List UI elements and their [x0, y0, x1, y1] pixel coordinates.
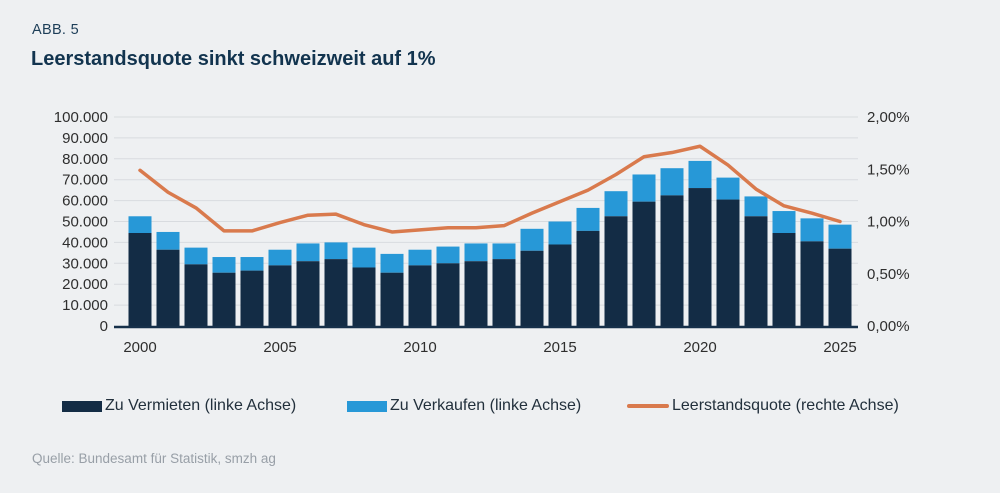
x-axis-label: 2020 — [683, 339, 716, 356]
bar-zu-verkaufen-2023 — [772, 211, 796, 233]
figure-label: ABB. 5 — [32, 22, 79, 38]
bar-zu-vermieten-2003 — [212, 272, 236, 326]
bar-zu-verkaufen-2004 — [240, 257, 264, 271]
x-axis-label: 2000 — [123, 339, 156, 356]
bar-zu-verkaufen-2005 — [268, 249, 292, 266]
bar-zu-verkaufen-2025 — [828, 224, 852, 249]
bar-zu-vermieten-2010 — [408, 265, 432, 326]
y-axis-left-label: 10.000 — [62, 297, 108, 314]
legend-item-leerstandsquote: Leerstandsquote (rechte Achse) — [627, 394, 899, 418]
y-axis-left-label: 90.000 — [62, 130, 108, 147]
y-axis-left-label: 30.000 — [62, 255, 108, 272]
bar-zu-vermieten-2012 — [464, 261, 488, 326]
bar-zu-verkaufen-2014 — [520, 228, 544, 251]
bar-zu-verkaufen-2021 — [716, 177, 740, 200]
y-axis-right-label: 0,00% — [867, 318, 910, 335]
bar-zu-verkaufen-2008 — [352, 247, 376, 268]
y-axis-right-label: 2,00% — [867, 109, 910, 126]
legend-swatch-dark-bar — [62, 400, 102, 412]
bar-zu-vermieten-2013 — [492, 259, 516, 326]
bar-zu-vermieten-2001 — [156, 249, 180, 326]
bar-zu-vermieten-2022 — [744, 216, 768, 326]
y-axis-left-label: 70.000 — [62, 172, 108, 189]
bar-zu-verkaufen-2007 — [324, 242, 348, 260]
bar-zu-verkaufen-2011 — [436, 246, 460, 264]
bar-zu-verkaufen-2000 — [128, 216, 152, 233]
chart-legend: Zu Vermieten (linke Achse) Zu Verkaufen … — [0, 394, 1000, 418]
bar-zu-vermieten-2019 — [660, 195, 684, 326]
bar-zu-verkaufen-2016 — [576, 207, 600, 231]
bar-zu-vermieten-2015 — [548, 244, 572, 326]
bar-zu-verkaufen-2024 — [800, 218, 824, 242]
legend-item-zu-verkaufen: Zu Verkaufen (linke Achse) — [347, 394, 581, 418]
bar-zu-vermieten-2009 — [380, 272, 404, 326]
bar-zu-vermieten-2005 — [268, 265, 292, 326]
legend-label: Leerstandsquote (rechte Achse) — [672, 397, 899, 414]
bar-zu-vermieten-2025 — [828, 248, 852, 326]
y-axis-left-label: 40.000 — [62, 234, 108, 251]
y-axis-right-label: 0,50% — [867, 266, 910, 283]
bar-zu-verkaufen-2002 — [184, 247, 208, 265]
y-axis-left-label: 100.000 — [54, 109, 108, 126]
bar-zu-vermieten-2017 — [604, 216, 628, 326]
legend-label: Zu Verkaufen (linke Achse) — [390, 397, 582, 414]
bar-zu-vermieten-2020 — [688, 188, 712, 326]
bar-zu-verkaufen-2001 — [156, 231, 180, 250]
legend-swatch-orange-line — [627, 404, 669, 408]
bar-zu-verkaufen-2020 — [688, 160, 712, 189]
y-axis-right-label: 1,00% — [867, 214, 910, 231]
bar-zu-verkaufen-2006 — [296, 243, 320, 262]
bar-zu-vermieten-2004 — [240, 270, 264, 326]
y-axis-left-label: 80.000 — [62, 151, 108, 168]
legend-item-zu-vermieten: Zu Vermieten (linke Achse) — [62, 394, 296, 418]
x-axis-label: 2005 — [263, 339, 296, 356]
x-axis-label: 2025 — [823, 339, 856, 356]
y-axis-left-label: 60.000 — [62, 193, 108, 210]
y-axis-left-label: 0 — [100, 318, 108, 335]
bar-zu-verkaufen-2013 — [492, 243, 516, 260]
bar-zu-vermieten-2018 — [632, 201, 656, 326]
legend-label: Zu Vermieten (linke Achse) — [105, 397, 297, 414]
bar-zu-vermieten-2024 — [800, 241, 824, 326]
source-note: Quelle: Bundesamt für Statistik, smzh ag — [32, 451, 276, 466]
legend-swatch-light-bar — [347, 400, 387, 412]
bar-zu-vermieten-2006 — [296, 261, 320, 326]
bar-zu-verkaufen-2018 — [632, 174, 656, 202]
x-axis-label: 2010 — [403, 339, 436, 356]
y-axis-left-label: 50.000 — [62, 214, 108, 231]
bar-zu-verkaufen-2022 — [744, 196, 768, 217]
y-axis-right-label: 1,50% — [867, 161, 910, 178]
bar-zu-verkaufen-2019 — [660, 168, 684, 196]
bar-zu-verkaufen-2015 — [548, 221, 572, 245]
bar-zu-vermieten-2023 — [772, 232, 796, 326]
x-axis-label: 2015 — [543, 339, 576, 356]
bar-zu-vermieten-2007 — [324, 259, 348, 326]
bar-zu-verkaufen-2010 — [408, 249, 432, 266]
bar-zu-verkaufen-2009 — [380, 253, 404, 273]
bar-zu-verkaufen-2012 — [464, 243, 488, 262]
bar-zu-verkaufen-2017 — [604, 191, 628, 217]
bar-zu-vermieten-2008 — [352, 267, 376, 326]
y-axis-left-label: 20.000 — [62, 276, 108, 293]
bar-zu-vermieten-2000 — [128, 232, 152, 326]
bar-zu-vermieten-2021 — [716, 199, 740, 326]
bar-zu-vermieten-2002 — [184, 264, 208, 326]
bar-zu-vermieten-2016 — [576, 230, 600, 326]
page-title: Leerstandsquote sinkt schweizweit auf 1% — [31, 48, 436, 70]
bar-zu-vermieten-2014 — [520, 250, 544, 326]
leerstandsquote-line — [138, 144, 842, 234]
bar-zu-vermieten-2011 — [436, 263, 460, 326]
bar-zu-verkaufen-2003 — [212, 257, 236, 273]
combo-chart: 100.000 90.000 80.000 70.000 60.000 50.000 40.… — [54, 109, 910, 356]
